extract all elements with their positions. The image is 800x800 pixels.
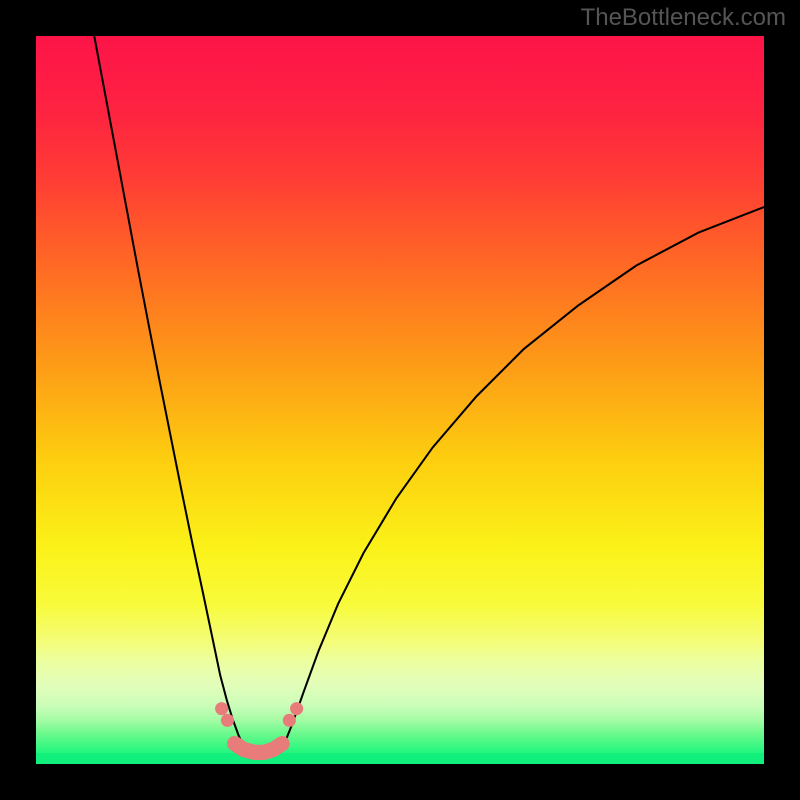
salmon-dot: [283, 714, 296, 727]
curve-svg: [36, 36, 764, 764]
salmon-dot: [290, 702, 303, 715]
chart-area: [36, 36, 764, 764]
salmon-thick-arc: [235, 744, 282, 753]
green-band: [36, 753, 764, 764]
salmon-dot: [215, 702, 228, 715]
figure-container: TheBottleneck.com: [0, 0, 800, 800]
curve-right-branch: [284, 207, 764, 746]
curve-left-branch: [94, 36, 243, 746]
salmon-dot: [221, 714, 234, 727]
watermark-text: TheBottleneck.com: [581, 4, 786, 32]
